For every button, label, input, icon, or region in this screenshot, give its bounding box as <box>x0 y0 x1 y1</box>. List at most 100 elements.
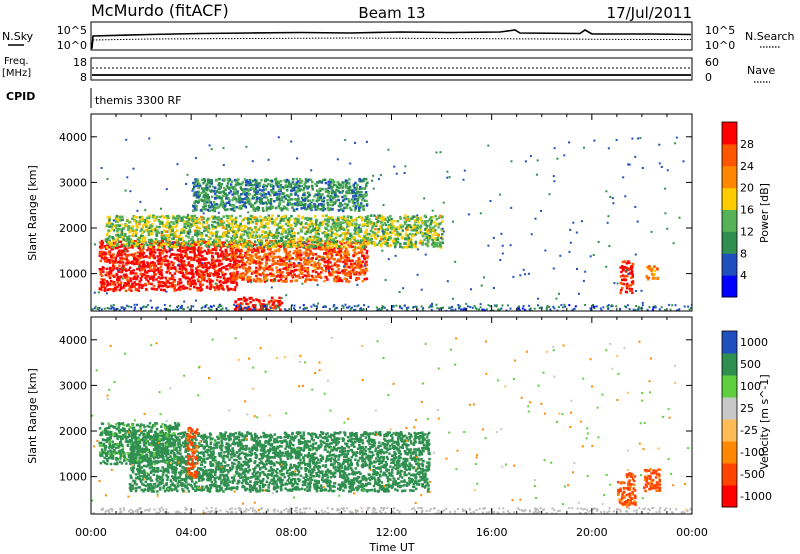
range-gate-cell <box>341 232 344 235</box>
range-gate-cell <box>353 232 356 235</box>
range-gate-cell <box>226 201 229 205</box>
range-gate-cell <box>212 243 216 246</box>
range-gate-cell <box>155 225 159 229</box>
range-gate-cell <box>205 251 209 254</box>
range-gate-cell <box>355 260 358 263</box>
range-gate-cell <box>347 190 350 193</box>
range-gate-cell <box>259 192 262 195</box>
range-gate-cell <box>203 180 207 183</box>
range-gate-cell <box>353 218 356 222</box>
range-gate-cell <box>250 231 254 234</box>
range-gate-cell <box>199 249 202 253</box>
range-gate-cell <box>294 258 297 261</box>
range-gate-cell <box>141 263 145 266</box>
range-gate-cell <box>311 240 315 243</box>
range-gate-cell <box>267 226 270 230</box>
range-gate-cell <box>340 245 343 248</box>
range-gate-cell <box>363 199 367 202</box>
range-gate-cell <box>162 281 166 285</box>
range-gate-cell <box>401 225 404 228</box>
range-gate-cell <box>343 237 347 240</box>
range-gate-cell <box>233 251 236 255</box>
range-gate-cell <box>242 203 246 207</box>
range-gate-cell <box>351 236 354 240</box>
range-gate-cell <box>434 224 437 228</box>
range-gate-cell <box>434 214 437 218</box>
range-gate-cell <box>340 279 343 282</box>
range-gate-cell <box>307 254 310 258</box>
range-gate-cell <box>362 234 366 238</box>
range-gate-cell <box>142 219 146 222</box>
range-gate-cell <box>231 204 234 207</box>
range-gate-cell <box>351 259 354 262</box>
range-gate-cell <box>225 280 228 283</box>
range-gate-cell <box>118 278 121 282</box>
range-gate-cell <box>195 217 198 220</box>
range-gate-cell <box>209 272 212 275</box>
range-gate-cell <box>103 286 107 290</box>
range-gate-cell <box>229 266 232 270</box>
range-gate-cell <box>121 261 125 264</box>
range-gate-cell <box>316 241 319 245</box>
range-gate-cell <box>206 230 210 234</box>
range-gate-cell <box>206 201 209 204</box>
range-gate-cell <box>235 262 239 266</box>
range-gate-cell <box>361 218 364 221</box>
range-gate-cell <box>360 261 363 264</box>
range-gate-cell <box>104 256 107 259</box>
range-gate-cell <box>146 243 149 247</box>
range-gate-cell <box>157 280 160 283</box>
range-gate-cell <box>153 216 157 219</box>
range-gate-cell <box>148 282 151 285</box>
range-gate-cell <box>349 234 352 238</box>
range-gate-cell <box>218 280 221 284</box>
range-gate-cell <box>152 287 155 291</box>
range-gate-cell <box>303 198 307 201</box>
range-gate-cell <box>302 241 305 244</box>
range-gate-cell <box>405 227 408 230</box>
range-gate-cell <box>158 262 161 265</box>
range-gate-cell <box>118 218 122 221</box>
range-gate-cell <box>216 196 219 199</box>
range-gate-cell <box>398 233 402 236</box>
range-gate-cell <box>131 244 134 247</box>
range-gate-cell <box>340 216 344 219</box>
range-gate-cell <box>190 268 193 271</box>
range-gate-cell <box>434 231 437 235</box>
range-gate-cell <box>309 244 312 248</box>
range-gate-cell <box>259 302 262 305</box>
range-gate-cell <box>329 238 333 242</box>
range-gate-cell <box>122 227 126 230</box>
range-gate-cell <box>283 248 286 251</box>
range-gate-cell <box>436 238 439 241</box>
range-gate-cell <box>419 239 422 242</box>
range-gate-cell <box>365 249 369 253</box>
range-gate-cell <box>197 200 201 203</box>
range-gate-cell <box>380 235 383 239</box>
range-gate-cell <box>204 208 207 211</box>
range-gate-cell <box>324 275 328 279</box>
range-gate-cell <box>227 241 231 244</box>
range-gate-cell <box>264 274 268 277</box>
range-gate-cell <box>285 178 289 182</box>
range-gate-cell <box>245 240 248 243</box>
range-gate-cell <box>404 214 407 217</box>
range-gate-cell <box>271 244 274 247</box>
range-gate-cell <box>107 240 111 244</box>
range-gate-cell <box>225 243 228 247</box>
range-gate-cell <box>276 255 280 259</box>
range-gate-cell <box>108 253 111 256</box>
range-gate-cell <box>203 229 206 233</box>
range-gate-cell <box>193 246 196 249</box>
range-gate-cell <box>439 241 442 244</box>
range-gate-cell <box>241 200 244 204</box>
range-gate-cell <box>363 247 366 251</box>
range-gate-cell <box>299 240 302 243</box>
range-gate-cell <box>380 219 384 222</box>
range-gate-cell <box>150 287 154 290</box>
range-gate-cell <box>330 227 333 231</box>
range-gate-cell <box>261 245 265 248</box>
range-gate-cell <box>282 240 285 244</box>
range-gate-cell <box>361 198 364 202</box>
freq-tick-top: 18 <box>73 56 87 69</box>
